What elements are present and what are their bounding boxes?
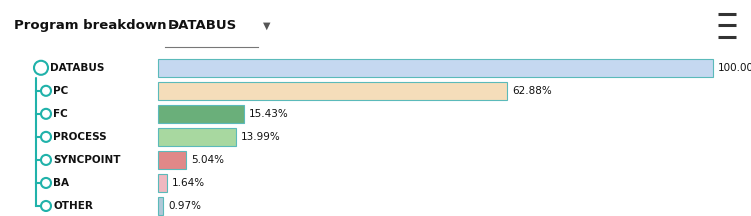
Text: PROCESS: PROCESS <box>53 132 107 142</box>
Circle shape <box>41 132 51 142</box>
Circle shape <box>41 201 51 211</box>
Text: 15.43%: 15.43% <box>249 109 288 119</box>
Bar <box>158 105 243 123</box>
Circle shape <box>41 178 51 188</box>
Bar <box>158 197 164 215</box>
Text: 13.99%: 13.99% <box>240 132 280 142</box>
Bar <box>158 59 713 77</box>
Text: 100.00%: 100.00% <box>718 63 751 73</box>
Bar <box>158 151 186 169</box>
Text: 62.88%: 62.88% <box>512 86 552 96</box>
Text: 5.04%: 5.04% <box>191 155 224 165</box>
Circle shape <box>41 86 51 96</box>
Circle shape <box>41 155 51 165</box>
Text: OTHER: OTHER <box>53 201 93 211</box>
Text: SYNCPOINT: SYNCPOINT <box>53 155 120 165</box>
Bar <box>158 174 167 192</box>
Text: DATABUS: DATABUS <box>50 63 104 73</box>
Text: 0.97%: 0.97% <box>168 201 201 211</box>
Bar <box>158 82 507 100</box>
Circle shape <box>41 109 51 119</box>
Text: FC: FC <box>53 109 68 119</box>
Text: DATABUS: DATABUS <box>168 19 237 32</box>
Circle shape <box>34 61 48 75</box>
Text: BA: BA <box>53 178 69 188</box>
Text: ▼: ▼ <box>263 20 270 30</box>
Bar <box>158 128 236 146</box>
Text: 1.64%: 1.64% <box>172 178 205 188</box>
Text: PC: PC <box>53 86 68 96</box>
Text: Program breakdown -: Program breakdown - <box>14 19 176 32</box>
